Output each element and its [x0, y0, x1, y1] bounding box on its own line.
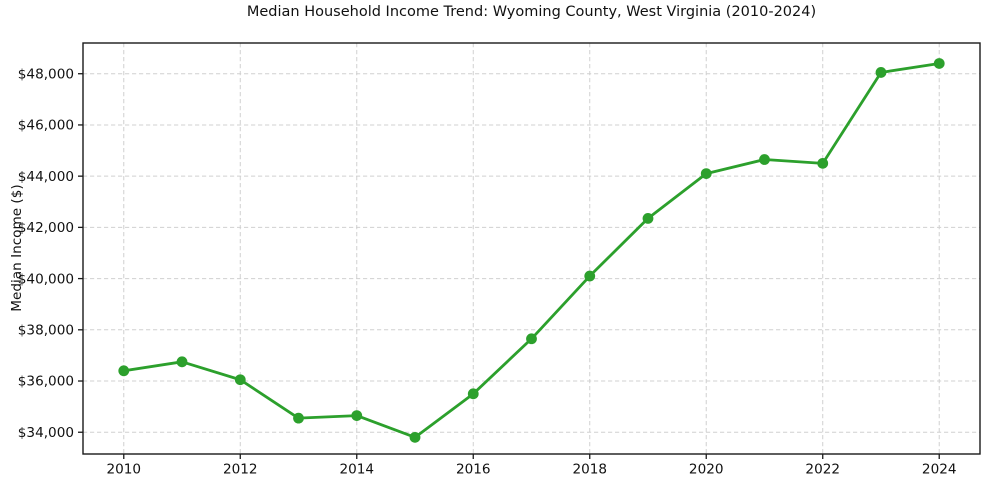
y-tick-label: $48,000 [18, 66, 74, 82]
chart-title: Median Household Income Trend: Wyoming C… [246, 4, 817, 20]
data-point-2010 [118, 365, 130, 377]
data-point-2022 [817, 157, 829, 169]
data-point-2012 [234, 374, 246, 386]
y-tick-label: $38,000 [18, 323, 74, 339]
data-point-2021 [759, 154, 770, 165]
data-point-2017 [526, 333, 537, 345]
y-tick-label: $44,000 [18, 169, 74, 185]
data-point-2013 [293, 412, 304, 424]
x-tick-label: 2012 [223, 462, 258, 478]
data-point-2011 [176, 356, 188, 368]
y-tick-label: $46,000 [18, 118, 74, 134]
data-point-2015 [409, 431, 421, 443]
plot-border [82, 42, 981, 455]
y-axis-label: Median Income ($) [9, 184, 25, 312]
data-point-2019 [642, 213, 654, 224]
x-tick-label: 2022 [805, 462, 840, 478]
data-point-2014 [351, 410, 363, 421]
data-point-2018 [584, 270, 596, 282]
x-tick-label: 2014 [339, 462, 374, 478]
data-point-2024 [933, 58, 945, 69]
y-tick-label: $34,000 [18, 425, 74, 441]
x-tick-label: 2020 [689, 462, 724, 478]
y-tick-label: $40,000 [18, 271, 74, 287]
x-tick-label: 2018 [572, 462, 607, 478]
y-tick-label: $42,000 [18, 220, 74, 236]
x-tick-label: 2010 [106, 462, 141, 478]
y-tick-label: $36,000 [18, 374, 74, 390]
x-tick-label: 2024 [922, 462, 957, 478]
x-tick-label: 2016 [456, 462, 491, 478]
data-point-2020 [700, 168, 712, 179]
data-point-2023 [875, 67, 887, 78]
data-point-2016 [467, 388, 479, 400]
